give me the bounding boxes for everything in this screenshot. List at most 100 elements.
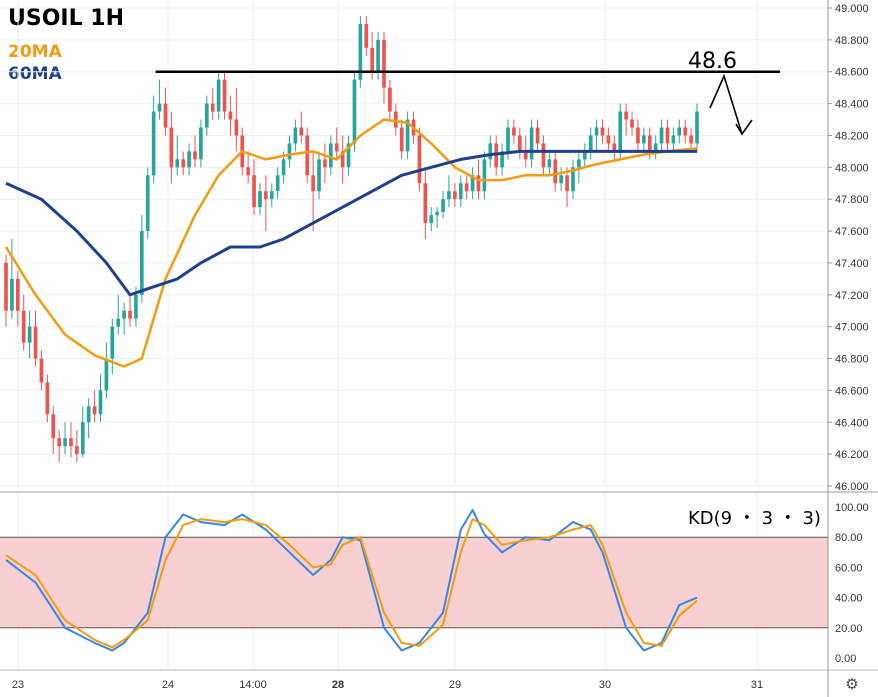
candle-body — [69, 438, 73, 447]
candle-body — [370, 47, 375, 72]
kd-d-line — [5, 518, 698, 649]
ma60-line — [5, 149, 697, 297]
price-tick-label: 46.600 — [835, 385, 869, 397]
candle-body — [606, 135, 611, 144]
candle-body — [86, 406, 91, 423]
candle-body — [470, 175, 475, 192]
candle-body — [695, 111, 699, 144]
candle-body — [399, 127, 404, 152]
kd-tick-label: 80.00 — [835, 532, 863, 544]
candle-body — [334, 143, 339, 152]
candle-body — [51, 414, 56, 439]
candle-body — [683, 127, 688, 136]
candle-body — [228, 111, 233, 120]
candle-body — [653, 143, 658, 152]
candle-body — [588, 135, 593, 152]
candle-body — [340, 151, 345, 168]
price-tick-label: 46.400 — [835, 417, 869, 429]
candle-body — [222, 79, 227, 112]
candle-body — [376, 39, 380, 72]
time-tick-label: 30 — [599, 679, 611, 691]
candle-body — [275, 175, 280, 192]
settings-gear-icon[interactable]: ⚙ — [845, 676, 858, 693]
kd-band — [0, 537, 828, 628]
candle-body — [45, 382, 50, 415]
candle-body — [547, 159, 552, 168]
candles — [4, 15, 699, 463]
candle-body — [388, 87, 392, 112]
candle-body — [689, 135, 693, 144]
candle-body — [535, 127, 540, 144]
candle-body — [21, 310, 26, 343]
candle-body — [134, 294, 138, 319]
price-tick-label: 47.000 — [835, 322, 869, 334]
price-tick-label: 46.000 — [835, 481, 869, 493]
kd-tick-label: 20.00 — [835, 623, 863, 635]
kd-k-line — [5, 509, 698, 652]
price-tick-label: 48.000 — [835, 162, 869, 174]
candle-body — [15, 278, 20, 311]
candle-body — [252, 175, 256, 208]
candle-body — [110, 326, 115, 359]
candle-body — [423, 183, 428, 224]
kd-tick-label: 0.00 — [835, 653, 856, 665]
candle-body — [104, 358, 109, 391]
candle-body — [75, 446, 79, 455]
candle-body — [458, 183, 463, 200]
legend-60ma: 60MA — [8, 64, 62, 84]
reversal-arrow-head — [735, 119, 753, 136]
candle-body — [447, 191, 451, 200]
candle-body — [429, 215, 434, 224]
candle-body — [163, 103, 168, 128]
candle-body — [323, 159, 327, 168]
candle-body — [571, 167, 575, 192]
candle-body — [671, 135, 676, 144]
candle-body — [612, 143, 617, 152]
candle-body — [464, 183, 469, 192]
candle-body — [4, 262, 8, 311]
price-tick-label: 47.600 — [835, 226, 869, 238]
candle-body — [382, 39, 386, 88]
candle-body — [317, 159, 321, 192]
candle-body — [618, 111, 623, 152]
candle-body — [181, 159, 186, 168]
time-tick-label: 24 — [162, 679, 174, 691]
candle-body — [328, 143, 333, 168]
price-tick-label: 49.000 — [835, 3, 869, 15]
candle-body — [234, 119, 239, 136]
candle-body — [246, 167, 250, 176]
price-tick-label: 48.800 — [835, 35, 869, 47]
time-tick-label: 28 — [332, 679, 344, 691]
candle-body — [128, 310, 132, 319]
time-tick-label: 14:00 — [239, 679, 267, 691]
candle-body — [269, 191, 274, 200]
candle-body — [529, 127, 534, 160]
candle-body — [630, 119, 634, 128]
candle-body — [488, 143, 493, 160]
candle-body — [417, 135, 422, 184]
candle-body — [98, 390, 103, 415]
candle-body — [647, 135, 652, 152]
price-tick-label: 47.400 — [835, 258, 869, 270]
candle-body — [157, 103, 162, 112]
candle-body — [677, 127, 682, 136]
kd-tick-label: 40.00 — [835, 593, 863, 605]
legend-20ma: 20MA — [8, 42, 62, 62]
price-tick-label: 46.800 — [835, 354, 869, 366]
candle-body — [311, 175, 315, 192]
candle-body — [204, 103, 209, 128]
candle-body — [577, 159, 581, 168]
candle-body — [594, 127, 599, 136]
candle-body — [33, 326, 38, 359]
candle-body — [264, 191, 268, 200]
candle-body — [175, 159, 180, 168]
kd-tick-label: 60.00 — [835, 562, 863, 574]
moving-averages — [4, 70, 780, 368]
candle-body — [642, 135, 646, 144]
chart-title: USOIL 1H — [8, 6, 124, 31]
candle-body — [27, 326, 32, 343]
kd-title: KD(9 ・ 3 ・ 3) — [688, 508, 821, 529]
candle-body — [659, 127, 664, 144]
